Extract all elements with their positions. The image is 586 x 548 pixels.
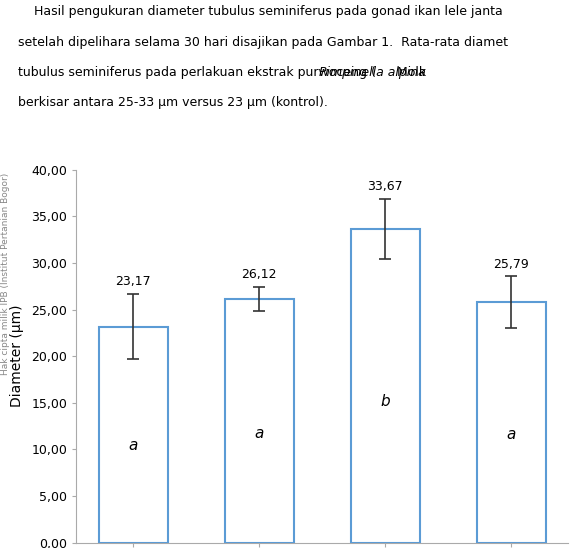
Text: Hak cipta milik IPB (Institut Pertanian Bogor): Hak cipta milik IPB (Institut Pertanian … (1, 173, 11, 375)
Bar (350, 229, 420, 543)
Bar (224, 299, 294, 543)
Text: a: a (254, 425, 264, 441)
Text: berkisar antara 25-33 μm versus 23 μm (kontrol).: berkisar antara 25-33 μm versus 23 μm (k… (18, 96, 328, 109)
Bar (477, 302, 546, 543)
Text: 25,79: 25,79 (493, 258, 529, 271)
Text: setelah dipelihara selama 30 hari disajikan pada Gambar 1.  Rata-rata diamet: setelah dipelihara selama 30 hari disaji… (18, 36, 507, 49)
Text: a: a (128, 438, 138, 453)
Text: Molk: Molk (393, 66, 426, 79)
Text: tubulus seminiferus pada perlakuan ekstrak purwoceng (: tubulus seminiferus pada perlakuan ekstr… (18, 66, 376, 79)
Text: 33,67: 33,67 (367, 180, 403, 193)
Y-axis label: Diameter (μm): Diameter (μm) (11, 305, 25, 408)
Text: Hasil pengukuran diameter tubulus seminiferus pada gonad ikan lele janta: Hasil pengukuran diameter tubulus semini… (18, 5, 502, 19)
Text: b: b (380, 394, 390, 409)
Text: Pimpinella alpina: Pimpinella alpina (319, 66, 426, 79)
Text: 23,17: 23,17 (115, 276, 151, 288)
Text: 26,12: 26,12 (241, 269, 277, 282)
Bar (98, 327, 168, 543)
Text: a: a (507, 427, 516, 442)
